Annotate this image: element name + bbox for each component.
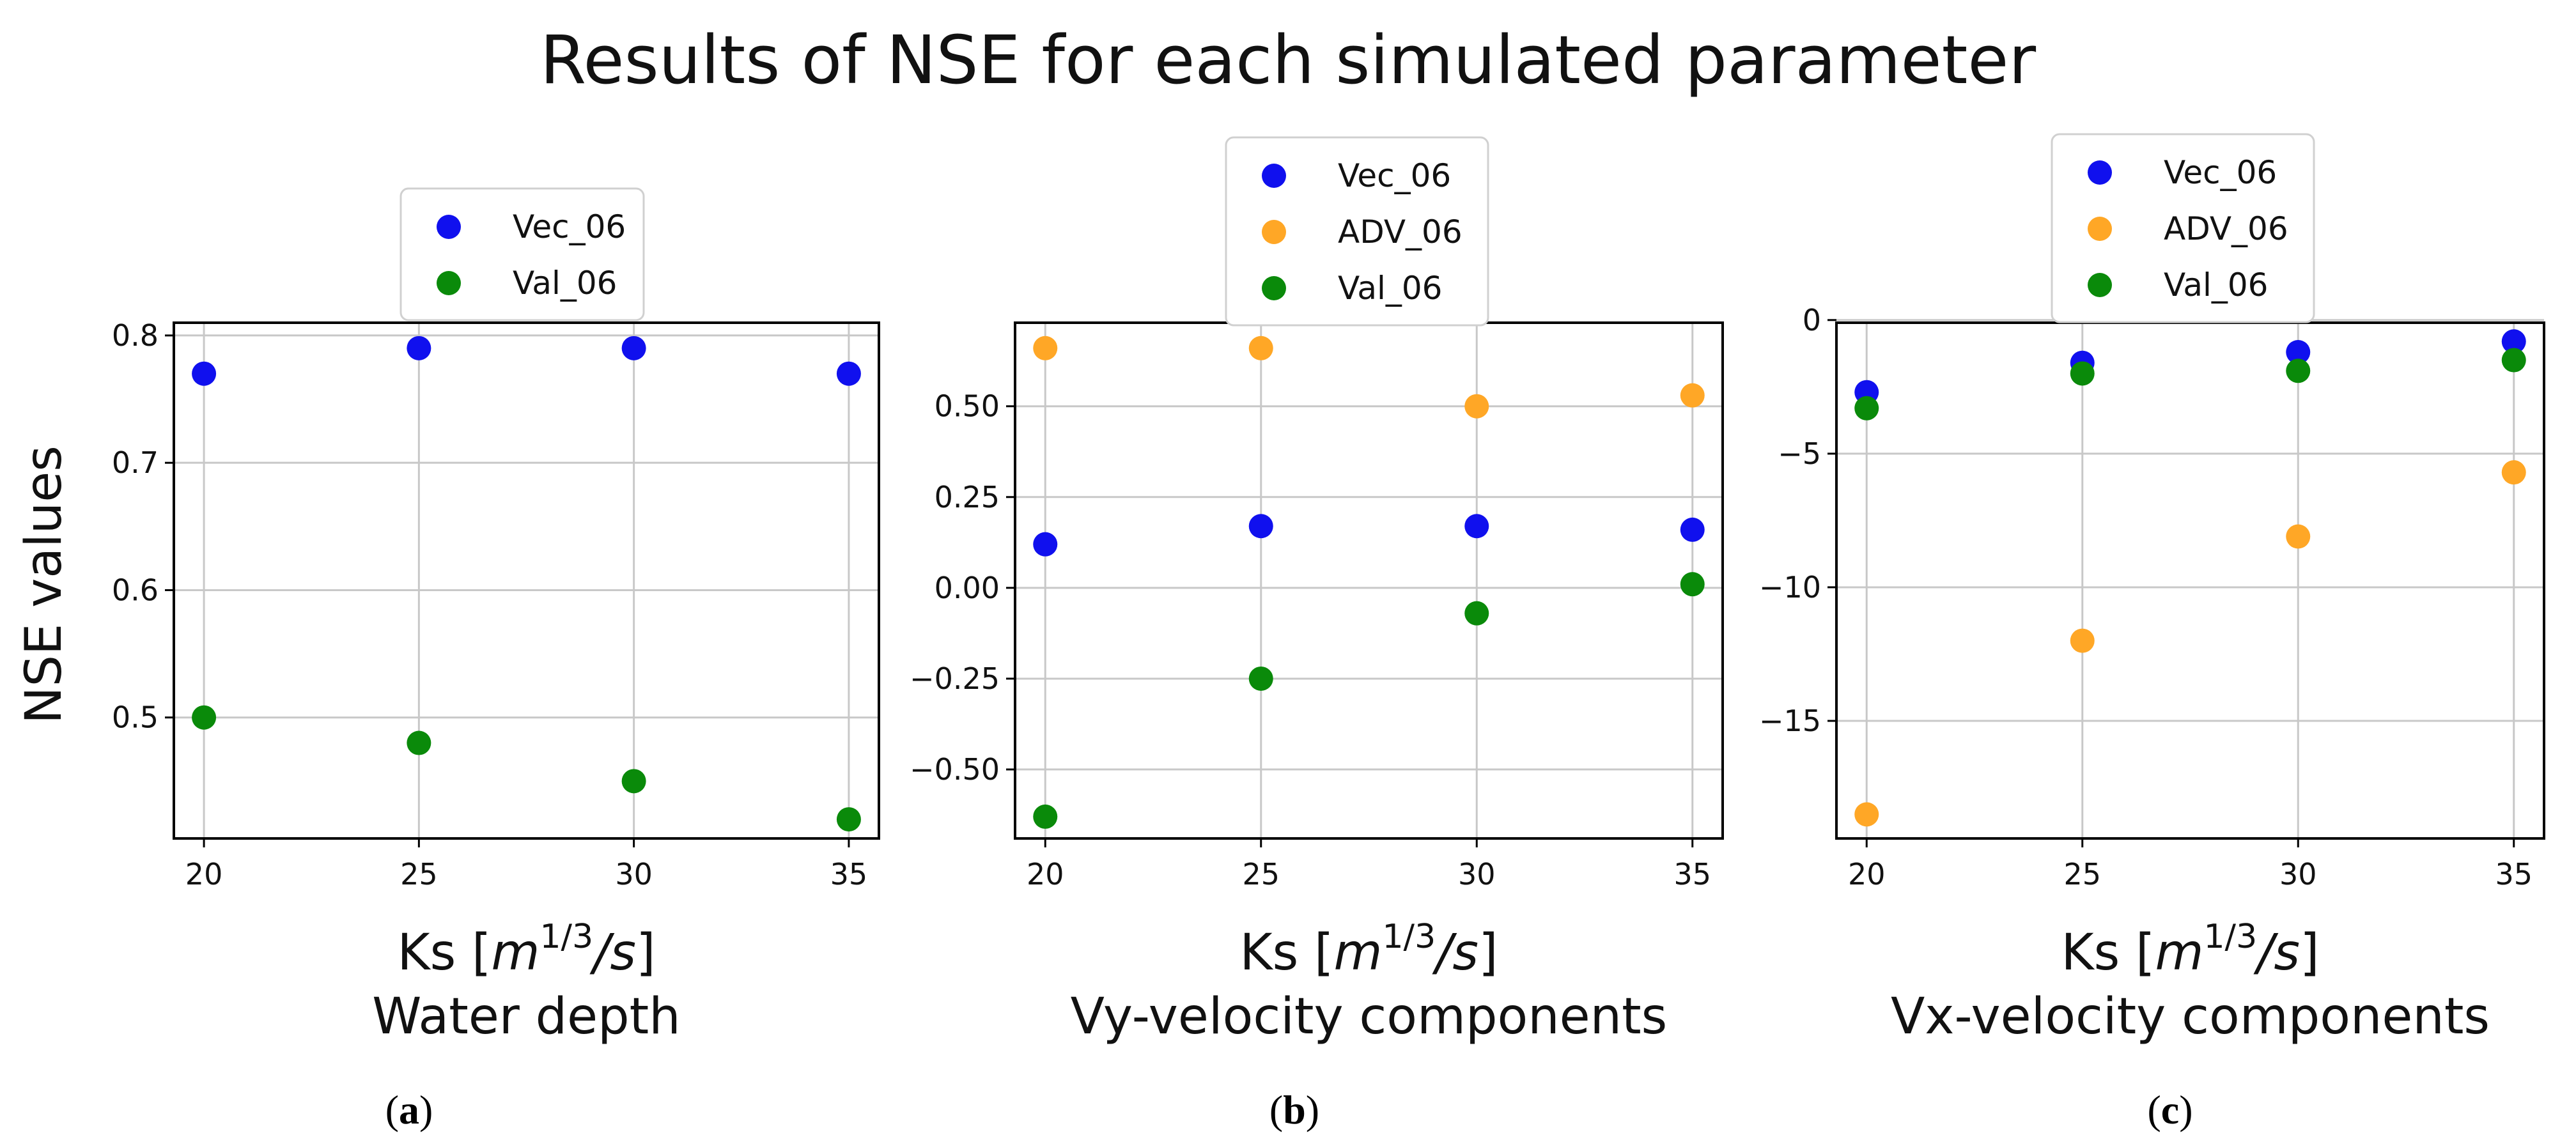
x-tick-label: 30 — [2279, 857, 2317, 891]
y-tick-label: 0.5 — [112, 700, 159, 735]
data-point-vec-06 — [1033, 532, 1058, 557]
x-tick-label: 20 — [1027, 857, 1064, 891]
x-tick-label: 25 — [1242, 857, 1280, 891]
x-axis-label: Ks [m1/3/s] — [2061, 918, 2319, 982]
data-point-val-06 — [1854, 396, 1879, 421]
legend-marker-adv-06 — [1262, 220, 1286, 244]
data-point-adv-06 — [1680, 383, 1705, 408]
data-point-val-06 — [2286, 359, 2311, 383]
plot-frame — [1835, 321, 2545, 840]
data-point-adv-06 — [1464, 394, 1489, 419]
chart-panels: 20 25 30 35 0.5 0.6 0.7 0.8 Ks [m1/3/s] Water dep… — [112, 133, 2545, 1132]
panel-label: (c) — [2147, 1087, 2192, 1132]
legend-label: Vec_06 — [2164, 154, 2277, 191]
data-point-adv-06 — [1248, 336, 1273, 360]
x-tick-label: 30 — [615, 857, 653, 891]
y-tick-label: −5 — [1778, 436, 1821, 471]
data-point-adv-06 — [2286, 524, 2311, 549]
panel-label: (b) — [1269, 1087, 1319, 1132]
chart-panel-b: 20 25 30 35 −0.50 −0.25 0.00 0.25 0.50 Ks [m1/3/s… — [910, 136, 1724, 1132]
figure-title: Results of NSE for each simulated parame… — [540, 21, 2036, 99]
panel-subtitle: Vx-velocity components — [1891, 988, 2490, 1046]
x-axis-label: Ks [m1/3/s] — [1239, 918, 1498, 982]
x-tick-label: 35 — [2495, 857, 2533, 891]
y-tick-label: 0.8 — [112, 318, 159, 353]
legend-label: ADV_06 — [2164, 210, 2288, 247]
x-tick-label: 25 — [2063, 857, 2101, 891]
y-tick-label: 0.25 — [935, 480, 1000, 514]
data-point-vec-06 — [836, 361, 861, 386]
x-tick-label: 25 — [400, 857, 438, 891]
panel-label: (a) — [385, 1087, 433, 1132]
data-point-adv-06 — [2070, 628, 2095, 653]
y-tick-label: 0.7 — [112, 445, 159, 480]
y-tick-label: 0.50 — [935, 389, 1000, 424]
data-point-val-06 — [407, 730, 431, 755]
x-tick-label: 20 — [1848, 857, 1886, 891]
data-point-vec-06 — [2501, 329, 2526, 354]
y-tick-label: 0.6 — [112, 573, 159, 607]
x-axis-label: Ks [m1/3/s] — [397, 918, 655, 982]
legend-marker-vec-06 — [1262, 164, 1286, 188]
data-point-val-06 — [621, 769, 646, 794]
legend-label: Vec_06 — [513, 208, 626, 245]
data-point-val-06 — [1464, 601, 1489, 626]
legend-label: Val_06 — [513, 265, 617, 302]
x-tick-label: 35 — [1673, 857, 1711, 891]
x-tick-label: 35 — [830, 857, 868, 891]
data-point-adv-06 — [2501, 460, 2526, 485]
data-point-vec-06 — [407, 336, 431, 360]
legend: Vec_06 ADV_06 Val_06 — [2051, 133, 2315, 323]
data-point-val-06 — [2070, 361, 2095, 386]
legend-label: Val_06 — [2164, 266, 2268, 304]
y-tick-label: −10 — [1759, 570, 1821, 605]
y-tick-label: 0.00 — [935, 571, 1000, 605]
data-point-val-06 — [1680, 572, 1705, 597]
legend-marker-adv-06 — [2088, 217, 2112, 241]
legend: Vec_06 Val_06 — [400, 187, 645, 321]
legend-marker-val-06 — [437, 271, 461, 295]
legend-marker-val-06 — [2088, 273, 2112, 297]
chart-panel-c: 20 25 30 35 −15 −10 −5 0 Ks [m1/3/s] Vx-velocity … — [1759, 133, 2545, 1132]
data-point-val-06 — [192, 705, 217, 730]
x-tick-label: 30 — [1458, 857, 1496, 891]
y-tick-label: −0.25 — [910, 661, 1000, 696]
x-tick-label: 20 — [185, 857, 223, 891]
data-point-val-06 — [1248, 666, 1273, 691]
y-tick-label: −15 — [1759, 704, 1821, 738]
data-point-adv-06 — [1033, 336, 1058, 360]
data-point-vec-06 — [2286, 339, 2311, 364]
legend: Vec_06 ADV_06 Val_06 — [1225, 136, 1489, 327]
legend-label: Vec_06 — [1338, 157, 1451, 194]
plot-frame — [173, 321, 880, 840]
data-point-val-06 — [836, 807, 861, 832]
legend-box — [2051, 133, 2315, 323]
data-point-vec-06 — [192, 361, 217, 386]
data-point-adv-06 — [1854, 802, 1879, 827]
panel-subtitle: Water depth — [372, 988, 680, 1046]
legend-box — [400, 187, 645, 321]
y-axis-label: NSE values — [15, 445, 73, 724]
data-point-vec-06 — [621, 336, 646, 360]
legend-label: ADV_06 — [1338, 213, 1463, 251]
legend-marker-vec-06 — [2088, 160, 2112, 185]
data-point-val-06 — [2501, 348, 2526, 373]
chart-panel-a: 20 25 30 35 0.5 0.6 0.7 0.8 Ks [m1/3/s] Water dep… — [112, 187, 880, 1132]
panel-subtitle: Vy-velocity components — [1071, 988, 1668, 1046]
y-tick-label: 0 — [1803, 303, 1821, 337]
plot-frame — [1014, 321, 1724, 840]
data-point-val-06 — [1033, 804, 1058, 829]
data-point-vec-06 — [1248, 514, 1273, 539]
legend-label: Val_06 — [1338, 270, 1442, 307]
legend-marker-vec-06 — [437, 215, 461, 239]
y-tick-label: −0.50 — [910, 752, 1000, 787]
legend-box — [1225, 136, 1489, 327]
legend-marker-val-06 — [1262, 276, 1286, 300]
data-point-vec-06 — [1464, 514, 1489, 539]
data-point-vec-06 — [1680, 517, 1705, 542]
